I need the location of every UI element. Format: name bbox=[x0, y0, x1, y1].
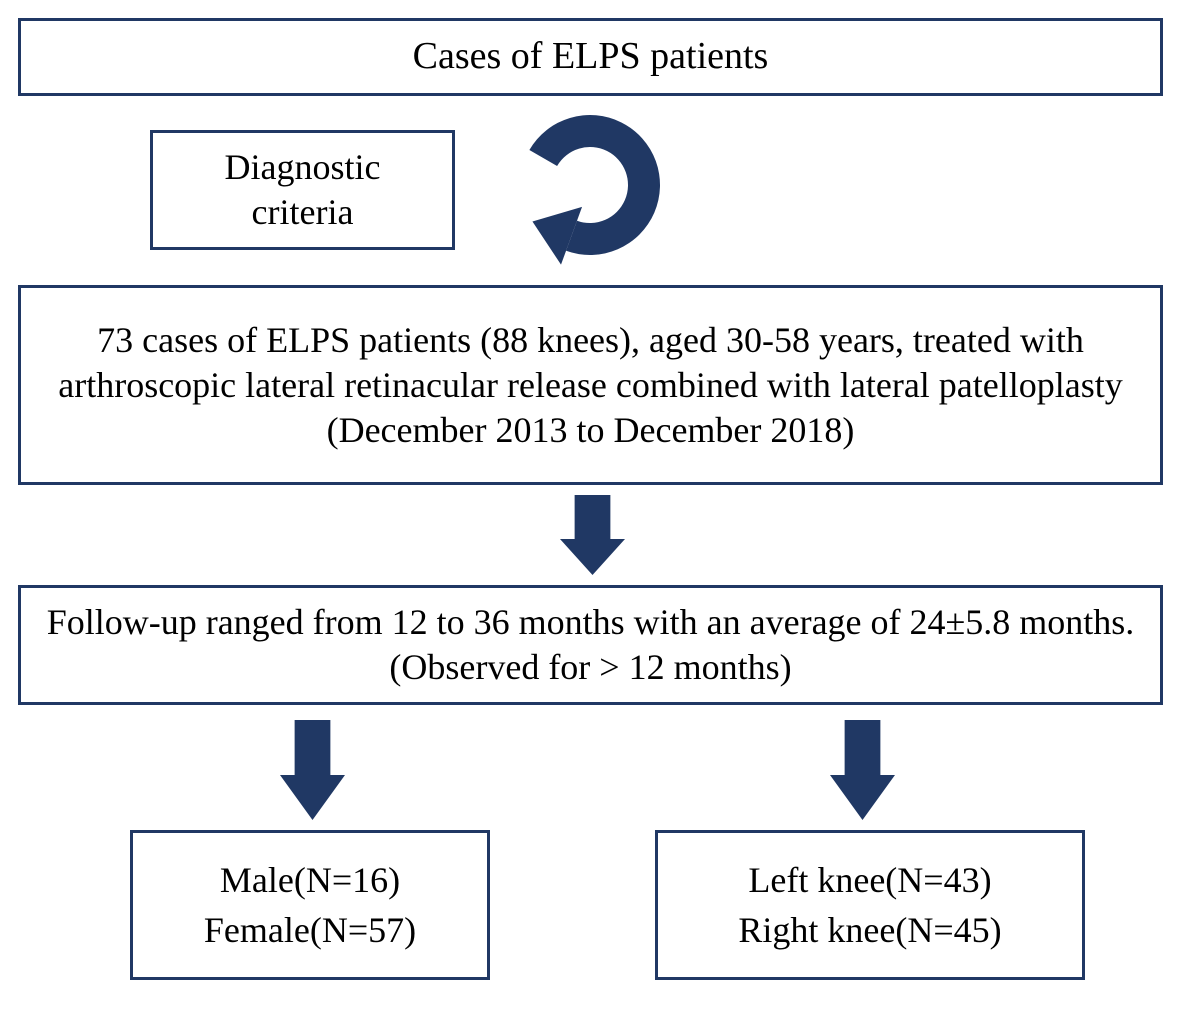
side-text: Left knee(N=43)Right knee(N=45) bbox=[738, 855, 1001, 956]
box-cases-title: Cases of ELPS patients bbox=[18, 18, 1163, 96]
arrow-curved-head-icon bbox=[532, 207, 582, 265]
box-followup: Follow-up ranged from 12 to 36 months wi… bbox=[18, 585, 1163, 705]
arrow-down-icon bbox=[280, 720, 345, 820]
box-diagnostic-criteria: Diagnosticcriteria bbox=[150, 130, 455, 250]
arrow-curved-icon bbox=[529, 115, 660, 255]
box-side: Left knee(N=43)Right knee(N=45) bbox=[655, 830, 1085, 980]
criteria-text: Diagnosticcriteria bbox=[225, 145, 381, 235]
gender-text: Male(N=16)Female(N=57) bbox=[204, 855, 416, 956]
followup-text: Follow-up ranged from 12 to 36 months wi… bbox=[39, 600, 1142, 690]
cases-title-text: Cases of ELPS patients bbox=[413, 33, 769, 81]
treated-text: 73 cases of ELPS patients (88 knees), ag… bbox=[41, 318, 1140, 453]
box-gender: Male(N=16)Female(N=57) bbox=[130, 830, 490, 980]
arrow-down-icon bbox=[830, 720, 895, 820]
arrow-down-icon bbox=[560, 495, 625, 575]
box-treated: 73 cases of ELPS patients (88 knees), ag… bbox=[18, 285, 1163, 485]
